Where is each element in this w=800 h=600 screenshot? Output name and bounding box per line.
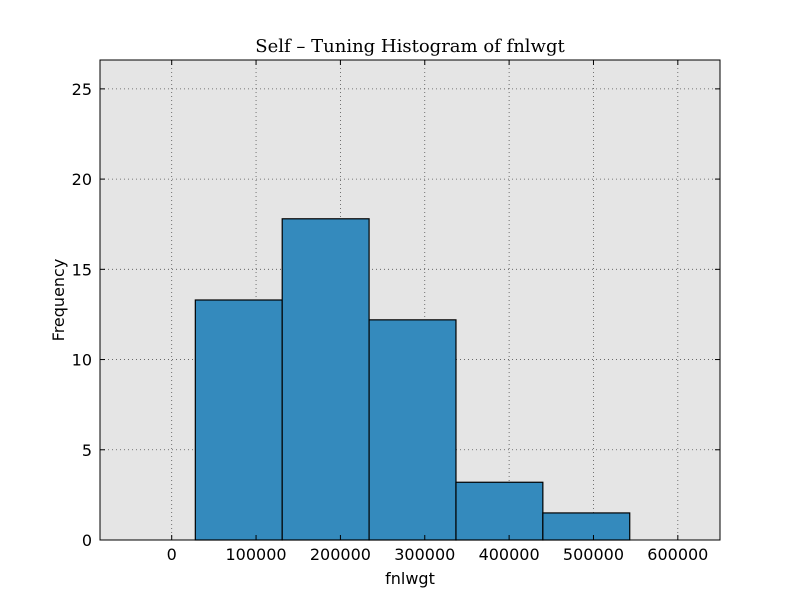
y-tick-label: 10 bbox=[72, 351, 92, 370]
y-axis-label: Frequency bbox=[49, 259, 68, 342]
x-axis-label: fnlwgt bbox=[385, 569, 435, 588]
plot-frame bbox=[99, 59, 721, 541]
x-tick-label: 400000 bbox=[479, 545, 540, 564]
histogram-bar bbox=[368, 319, 457, 541]
chart-title: Self – Tuning Histogram of fnlwgt bbox=[255, 36, 565, 57]
x-tick-label: 0 bbox=[167, 545, 177, 564]
y-tick-label: 25 bbox=[72, 80, 92, 99]
x-tick-label: 500000 bbox=[563, 545, 624, 564]
x-tick-label: 300000 bbox=[394, 545, 455, 564]
histogram-bar bbox=[455, 481, 544, 541]
axis-ticks: 0 100000 200000 300000 400000 500000 600000 0 5 1… bbox=[72, 60, 720, 564]
x-tick-label: 600000 bbox=[647, 545, 708, 564]
y-tick-label: 20 bbox=[72, 170, 92, 189]
histogram-bar bbox=[194, 299, 283, 541]
y-tick-label: 0 bbox=[82, 531, 92, 550]
x-tick-label: 200000 bbox=[310, 545, 371, 564]
histogram-bar bbox=[281, 218, 370, 541]
histogram-bar bbox=[542, 512, 631, 541]
x-tick-label: 100000 bbox=[226, 545, 287, 564]
y-tick-label: 15 bbox=[72, 260, 92, 279]
histogram-bars bbox=[194, 218, 631, 541]
y-tick-label: 5 bbox=[82, 441, 92, 460]
